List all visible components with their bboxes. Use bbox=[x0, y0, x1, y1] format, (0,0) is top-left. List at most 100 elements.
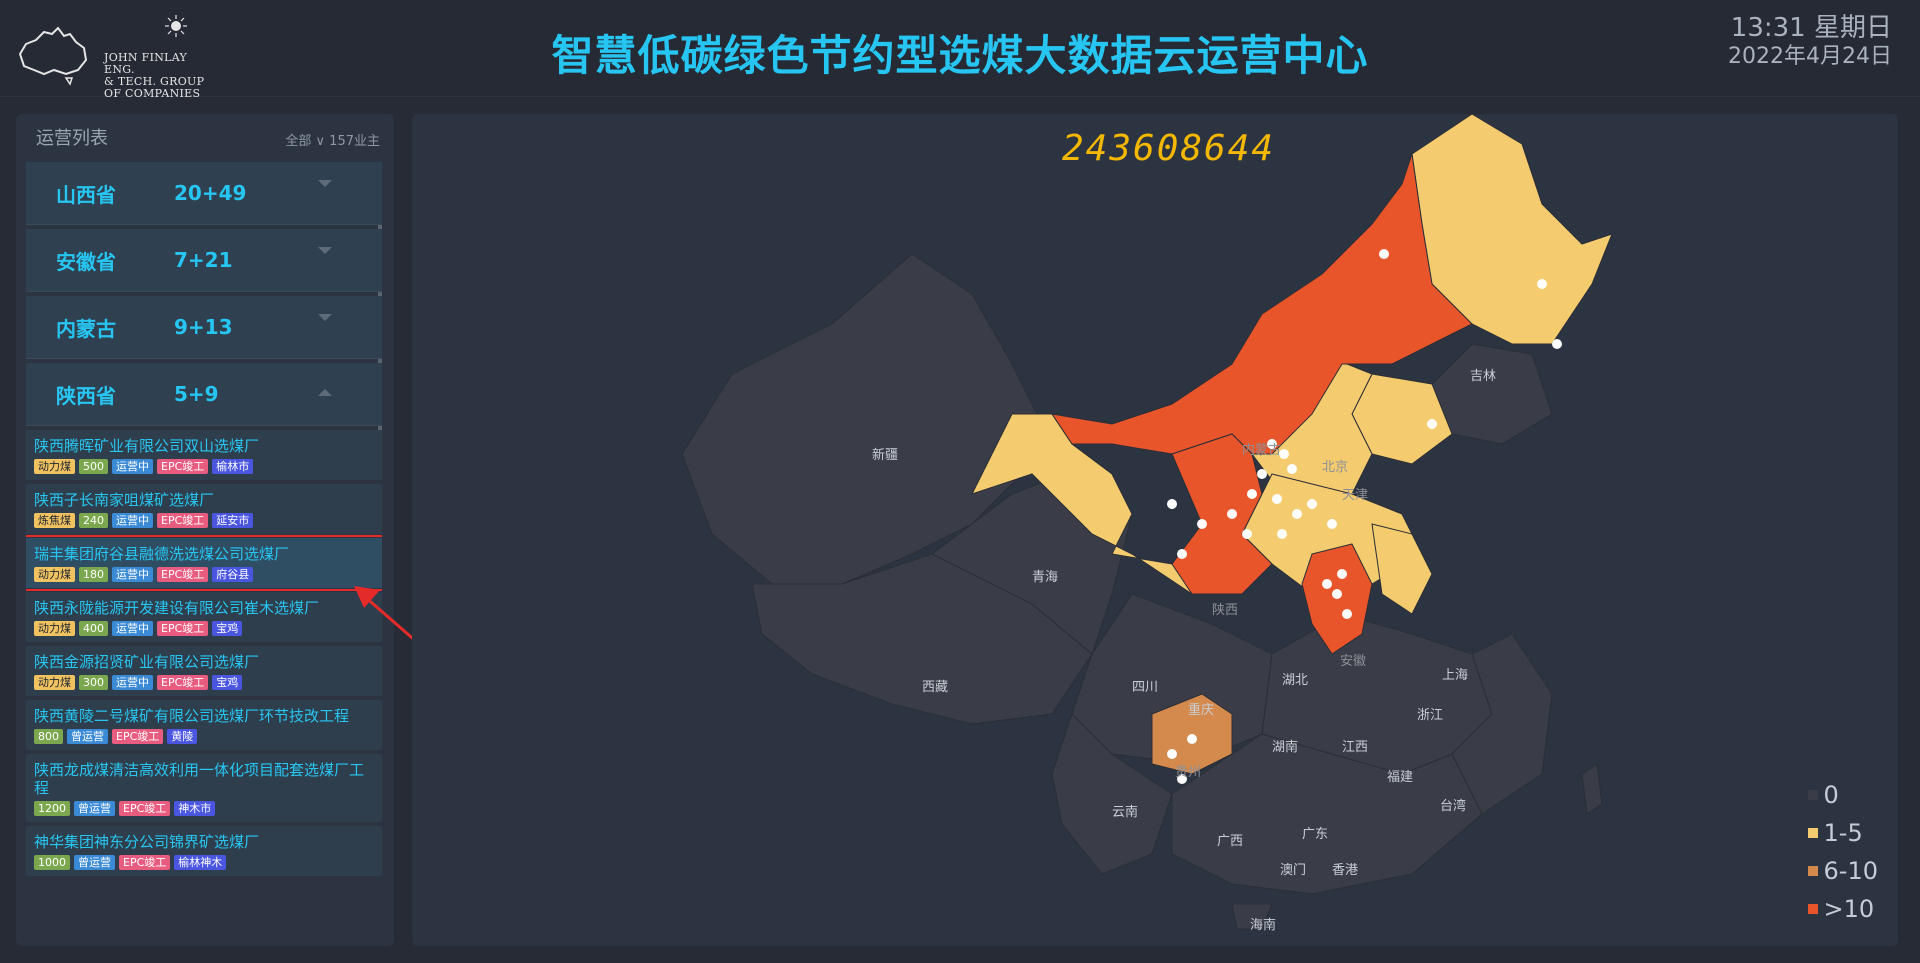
operation-list-panel: 运营列表 全部 ∨ 157业主 山西省 20+49 安徽省 7+21 内蒙古 9… bbox=[16, 114, 394, 946]
legend-swatch bbox=[1807, 904, 1818, 914]
chevron-down-icon[interactable] bbox=[318, 314, 332, 321]
sunburst-icon bbox=[165, 15, 187, 37]
map-label-yunnan: 云南 bbox=[1112, 804, 1138, 820]
filter-dropdown[interactable]: 全部 ∨ 157业主 bbox=[285, 130, 380, 149]
location-tag: 府谷县 bbox=[212, 567, 254, 582]
epc-tag: EPC竣工 bbox=[157, 513, 209, 528]
china-map[interactable]: 新疆 青海 西藏 四川 内蒙古 陕西 安徽 吉林 北京 天津 湖北 重庆 湖南 … bbox=[412, 114, 1898, 946]
plant-name: 陕西金源招贤矿业有限公司选煤厂 bbox=[34, 653, 260, 671]
location-tag: 黄陵 bbox=[167, 729, 198, 744]
operation-list: 山西省 20+49 安徽省 7+21 内蒙古 9+13 陕西省 5+9 陕西腾晖… bbox=[26, 162, 382, 936]
legend-label: 0 bbox=[1823, 781, 1839, 809]
map-label-beijing: 北京 bbox=[1322, 460, 1348, 475]
map-label-sichuan: 四川 bbox=[1132, 680, 1158, 695]
list-item[interactable]: 陕西龙成煤清洁高效利用一体化项目配套选煤厂工程 1200 曾运营 EPC竣工 神… bbox=[26, 754, 382, 822]
status-tag: 运营中 bbox=[112, 621, 153, 636]
status-tag: 运营中 bbox=[112, 513, 153, 528]
list-item[interactable]: 陕西子长南家咀煤矿选煤厂 炼焦煤 240 运营中 EPC竣工 延安市 bbox=[26, 484, 382, 534]
chevron-down-icon[interactable] bbox=[318, 180, 332, 187]
location-tag: 宝鸡 bbox=[212, 621, 243, 636]
epc-tag: EPC竣工 bbox=[119, 801, 171, 816]
list-item[interactable]: 陕西永陇能源开发建设有限公司崔木选煤厂 动力煤 400 运营中 EPC竣工 宝鸡 bbox=[26, 592, 382, 642]
owner-count: 157业主 bbox=[329, 134, 380, 149]
capacity-tag: 500 bbox=[79, 459, 108, 474]
map-label-jilin: 吉林 bbox=[1470, 369, 1496, 384]
legend-item-6-10: 6-10 bbox=[1807, 852, 1878, 890]
coal-type-tag: 动力煤 bbox=[34, 675, 75, 690]
plant-name: 神华集团神东分公司锦界矿选煤厂 bbox=[34, 833, 260, 851]
epc-tag: EPC竣工 bbox=[112, 729, 164, 744]
list-item[interactable]: 神华集团神东分公司锦界矿选煤厂 1000 曾运营 EPC竣工 榆林神木 bbox=[26, 826, 382, 876]
province-count: 20+49 bbox=[174, 181, 247, 205]
map-label-tianjin: 天津 bbox=[1342, 488, 1368, 503]
province-name: 安徽省 bbox=[56, 249, 116, 274]
logo-text: JOHN FINLAY ENG. & TECH. GROUP OF COMPAN… bbox=[104, 51, 205, 100]
legend-label: >10 bbox=[1823, 895, 1875, 923]
map-region-xizang bbox=[751, 553, 1093, 725]
epc-tag: EPC竣工 bbox=[119, 855, 171, 870]
province-row-shaanxi[interactable]: 陕西省 5+9 bbox=[26, 363, 382, 426]
chevron-down-icon[interactable] bbox=[318, 247, 332, 254]
map-label-hunan: 湖南 bbox=[1272, 739, 1298, 755]
map-legend: 0 1-5 6-10 >10 bbox=[1807, 776, 1878, 928]
province-name: 山西省 bbox=[56, 182, 116, 207]
map-label-hubei: 湖北 bbox=[1282, 673, 1308, 688]
list-item-selected[interactable]: 瑞丰集团府谷县融德洗选煤公司选煤厂 动力煤 180 运营中 EPC竣工 府谷县 bbox=[26, 535, 382, 591]
province-count: 5+9 bbox=[174, 382, 219, 406]
legend-swatch bbox=[1807, 790, 1818, 800]
coal-type-tag: 动力煤 bbox=[34, 459, 75, 474]
map-label-jiangxi: 江西 bbox=[1342, 740, 1368, 755]
plant-name: 陕西子长南家咀煤矿选煤厂 bbox=[34, 491, 215, 509]
location-tag: 延安市 bbox=[212, 513, 254, 528]
status-tag: 运营中 bbox=[112, 675, 153, 690]
list-item[interactable]: 陕西金源招贤矿业有限公司选煤厂 动力煤 300 运营中 EPC竣工 宝鸡 bbox=[26, 646, 382, 696]
province-row-shanxi[interactable]: 山西省 20+49 bbox=[26, 162, 382, 225]
legend-label: 1-5 bbox=[1823, 819, 1863, 847]
legend-swatch bbox=[1807, 866, 1818, 876]
plant-name: 陕西龙成煤清洁高效利用一体化项目配套选煤厂工程 bbox=[34, 761, 365, 797]
map-label-qinghai: 青海 bbox=[1032, 570, 1058, 585]
map-label-taiwan: 台湾 bbox=[1440, 798, 1466, 814]
status-tag: 运营中 bbox=[112, 567, 153, 582]
map-label-guangdong: 广东 bbox=[1302, 827, 1328, 842]
province-row-anhui[interactable]: 安徽省 7+21 bbox=[26, 229, 382, 292]
map-label-guangxi: 广西 bbox=[1217, 834, 1243, 849]
map-label-shaanxi: 陕西 bbox=[1212, 603, 1238, 618]
panel-title: 运营列表 bbox=[36, 128, 108, 149]
map-label-anhui: 安徽 bbox=[1340, 654, 1366, 669]
epc-tag: EPC竣工 bbox=[157, 459, 209, 474]
status-tag: 曾运营 bbox=[74, 855, 115, 870]
australia-map-icon bbox=[18, 26, 88, 86]
map-region-yunnan bbox=[1051, 713, 1173, 875]
map-region-hainan bbox=[1231, 903, 1273, 930]
status-tag: 曾运营 bbox=[74, 801, 115, 816]
chevron-up-icon[interactable] bbox=[318, 389, 332, 396]
list-item[interactable]: 陕西腾晖矿业有限公司双山选煤厂 动力煤 500 运营中 EPC竣工 榆林市 bbox=[26, 430, 382, 480]
map-label-fujian: 福建 bbox=[1387, 770, 1413, 785]
top-bar: JOHN FINLAY ENG. & TECH. GROUP OF COMPAN… bbox=[0, 0, 1920, 100]
list-item[interactable]: 陕西黄陵二号煤矿有限公司选煤厂环节技改工程 800 曾运营 EPC竣工 黄陵 bbox=[26, 700, 382, 750]
status-tag: 运营中 bbox=[112, 459, 153, 474]
legend-item-over-10: >10 bbox=[1807, 890, 1878, 928]
epc-tag: EPC竣工 bbox=[157, 675, 209, 690]
legend-item-1-5: 1-5 bbox=[1807, 814, 1878, 852]
legend-swatch bbox=[1807, 828, 1818, 838]
plant-name: 瑞丰集团府谷县融德洗选煤公司选煤厂 bbox=[34, 545, 290, 563]
legend-item-0: 0 bbox=[1807, 776, 1878, 814]
map-label-neimenggu: 内蒙古 bbox=[1242, 442, 1281, 458]
map-label-xizang: 西藏 bbox=[922, 680, 948, 695]
province-row-neimenggu[interactable]: 内蒙古 9+13 bbox=[26, 296, 382, 359]
clock: 13:31 星期日 2022年4月24日 bbox=[1728, 12, 1892, 70]
location-tag: 榆林市 bbox=[212, 459, 254, 474]
capacity-tag: 400 bbox=[79, 621, 108, 636]
epc-tag: EPC竣工 bbox=[157, 567, 209, 582]
filter-label: 全部 bbox=[285, 134, 312, 149]
map-label-zhejiang: 浙江 bbox=[1417, 708, 1443, 723]
chevron-down-icon: ∨ bbox=[315, 134, 326, 149]
capacity-tag: 800 bbox=[34, 729, 63, 744]
map-region-jiangsu bbox=[1371, 523, 1433, 615]
company-logo: JOHN FINLAY ENG. & TECH. GROUP OF COMPAN… bbox=[14, 14, 214, 100]
map-label-xinjiang: 新疆 bbox=[872, 447, 898, 463]
map-label-hongkong: 香港 bbox=[1332, 863, 1358, 878]
province-count: 7+21 bbox=[174, 248, 233, 272]
